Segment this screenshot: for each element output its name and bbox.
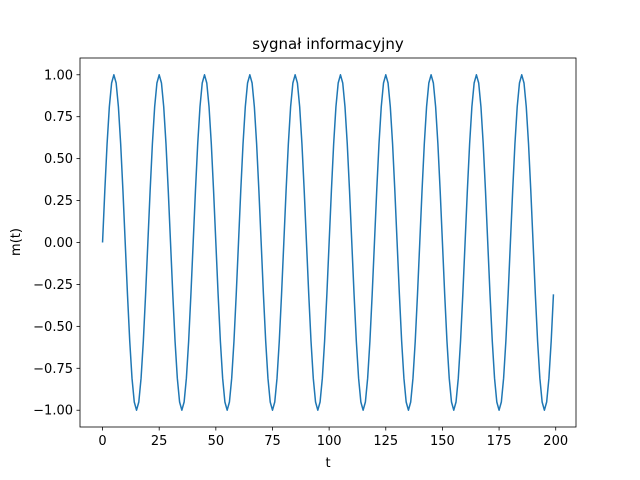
y-axis-label: m(t) (9, 228, 24, 256)
chart-title: sygnał informacyjny (252, 35, 404, 53)
data-line (101, 74, 555, 411)
x-tick-label: 0 (98, 434, 106, 449)
y-tick-label: −1.00 (33, 404, 73, 419)
y-tick-label: 0.25 (44, 194, 73, 209)
y-tick-label: −0.25 (33, 278, 73, 293)
y-tick-label: 0.00 (44, 236, 73, 251)
x-axis-label: t (325, 456, 330, 471)
x-tick-label: 150 (430, 434, 455, 449)
x-tick-label: 175 (487, 434, 512, 449)
y-tick-label: 0.75 (44, 110, 73, 125)
x-tick-label: 25 (151, 434, 168, 449)
x-tick-label: 75 (264, 434, 281, 449)
y-tick-label: 0.50 (44, 152, 73, 167)
x-tick-label: 50 (208, 434, 225, 449)
x-tick-label: 125 (373, 434, 398, 449)
x-tick-label: 200 (543, 434, 568, 449)
y-tick-label: 1.00 (44, 68, 73, 83)
y-tick-label: −0.50 (33, 320, 73, 335)
x-tick-label: 100 (317, 434, 342, 449)
y-tick-label: −0.75 (33, 362, 73, 377)
